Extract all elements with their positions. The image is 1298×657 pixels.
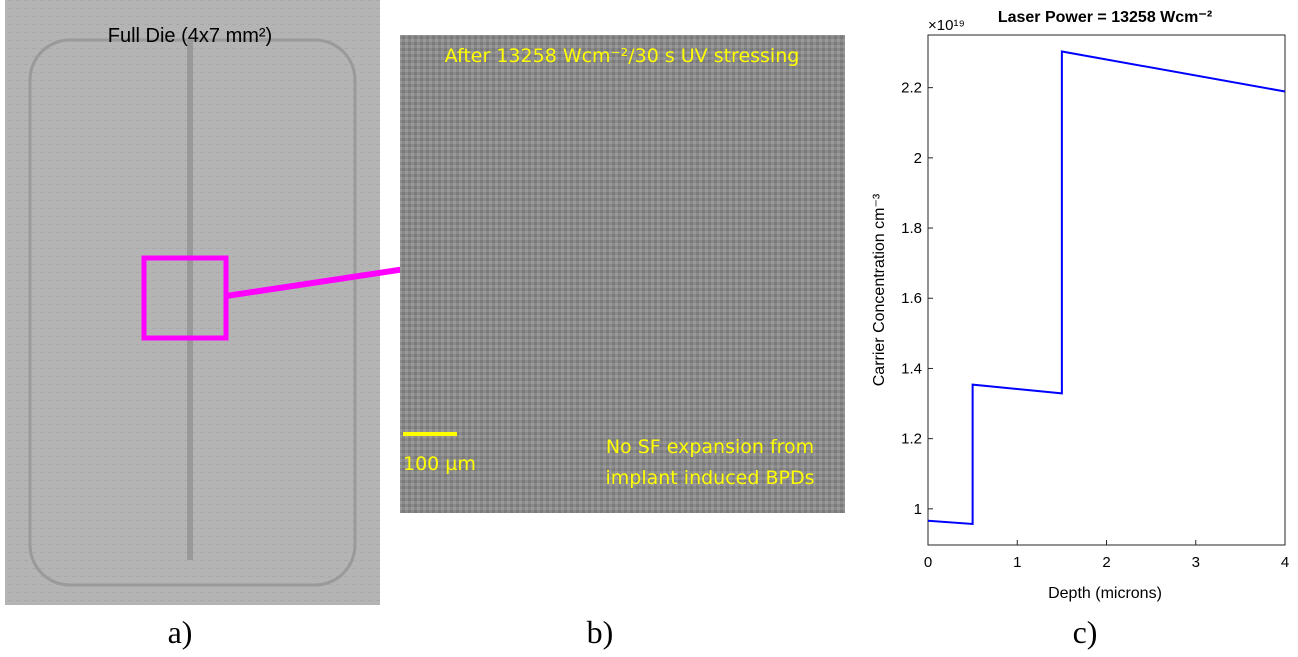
x-tick-label: 4 [1281,554,1289,571]
caption: b) [587,614,614,650]
panel-label: After 13258 Wcm⁻²/30 s UV stressing [445,45,800,67]
panel-label: Full Die (4x7 mm²) [108,25,272,47]
y-multiplier: ×10¹⁹ [928,17,965,34]
data-line [927,50,1286,526]
x-tick-label: 3 [1192,554,1200,571]
caption: c) [1073,614,1098,650]
y-tick-label: 1.6 [901,290,922,307]
zoom-box [141,255,229,341]
chart-title: Laser Power = 13258 Wcm⁻² [998,9,1212,26]
micrograph [400,35,845,513]
y-tick-label: 2.2 [901,80,922,97]
y-tick-label: 1 [914,501,922,518]
note: implant induced BPDs [606,467,815,489]
scale-label: 100 µm [403,453,476,475]
caption: a) [168,614,193,650]
x-tick-label: 2 [1102,554,1110,571]
zoom-arrow [225,263,426,299]
plot-frame [927,34,1286,546]
x-tick-label: 0 [924,554,932,571]
y-tick-label: 1.4 [901,360,922,377]
note: No SF expansion from [606,436,814,458]
y-tick-label: 1.8 [901,220,922,237]
x-tick-label: 1 [1013,554,1021,571]
x-axis-label: Depth (microns) [1048,585,1162,602]
y-tick-label: 1.2 [901,431,922,448]
y-tick-label: 2 [914,150,922,167]
y-axis-label: Carrier Concentration cm⁻³ [871,193,888,386]
